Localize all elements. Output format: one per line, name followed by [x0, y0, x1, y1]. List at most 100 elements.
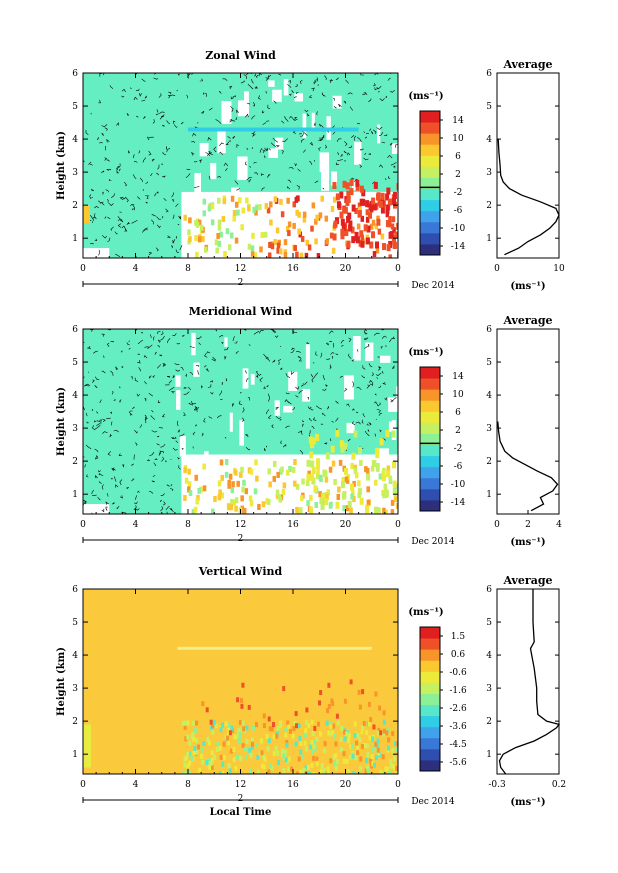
data-cell [379, 200, 384, 208]
data-cell [372, 724, 376, 730]
data-cell [327, 730, 331, 736]
data-cell [391, 763, 395, 769]
data-cell [249, 500, 254, 507]
data-cell [260, 232, 264, 239]
data-cell [329, 758, 333, 764]
data-cell [351, 750, 355, 756]
data-cell [382, 719, 386, 725]
data-cell [232, 747, 236, 753]
data-cell [210, 757, 214, 763]
colorbar-swatch [420, 144, 440, 156]
data-cell [377, 228, 382, 235]
data-cell [327, 703, 331, 709]
data-cell [188, 127, 359, 132]
data-cell [276, 242, 281, 249]
average-profile-line [497, 421, 559, 512]
data-cell [352, 496, 356, 503]
data-cell [232, 499, 237, 506]
data-cell [380, 233, 385, 240]
data-cell [365, 467, 370, 474]
data-cell [396, 724, 398, 730]
data-cell [253, 488, 258, 495]
data-cell [349, 744, 353, 750]
data-cell [386, 465, 391, 472]
avg-y-tick-label: 1 [486, 750, 492, 760]
data-cell [318, 212, 323, 219]
data-cell [359, 497, 364, 505]
data-cell [237, 730, 241, 736]
data-cell [197, 219, 202, 226]
data-cell [188, 760, 192, 766]
data-cell [351, 204, 356, 212]
data-cell [242, 479, 246, 486]
data-cell [382, 728, 386, 734]
data-cell [255, 204, 259, 211]
data-cell [387, 737, 391, 743]
colorbar-swatch [420, 499, 440, 512]
data-cell [238, 197, 242, 204]
gap-cell [306, 192, 315, 207]
data-cell [325, 494, 329, 501]
data-cell [201, 701, 205, 707]
data-cell [276, 725, 280, 731]
data-cell [228, 473, 233, 480]
data-cell [324, 215, 329, 222]
data-cell [318, 731, 322, 737]
data-cell [333, 220, 338, 228]
data-cell [224, 721, 228, 727]
data-cell [377, 727, 381, 733]
data-cell [351, 753, 355, 759]
data-cell [335, 713, 339, 719]
data-cell [353, 732, 357, 738]
data-cell [206, 736, 210, 742]
gap-cell [388, 421, 394, 432]
data-cell [343, 698, 347, 704]
data-cell [247, 243, 252, 250]
data-cell [293, 244, 297, 251]
avg-unit-label: (ms⁻¹) [510, 537, 545, 548]
colorbar-swatch [420, 693, 440, 706]
data-cell [315, 462, 320, 470]
gap-cell [221, 101, 232, 124]
data-cell [320, 763, 324, 769]
data-cell [285, 226, 290, 233]
data-cell [338, 459, 343, 466]
data-cell [284, 727, 288, 733]
data-cell [355, 179, 360, 187]
gap-cell [302, 389, 311, 402]
data-cell [283, 251, 288, 258]
data-cell [282, 767, 286, 773]
data-cell [219, 754, 223, 760]
data-cell [376, 218, 381, 226]
data-cell [376, 738, 380, 744]
data-cell [335, 501, 340, 509]
data-cell [239, 471, 243, 478]
colorbar-unit: (ms⁻¹) [408, 607, 443, 618]
data-cell [278, 248, 283, 255]
y-tick-label: 3 [72, 684, 78, 694]
colorbar-frame [419, 110, 441, 256]
data-cell [194, 749, 198, 755]
data-cell [315, 214, 319, 221]
data-cell [352, 771, 356, 774]
data-cell [295, 251, 299, 258]
gap-cell [365, 342, 374, 361]
data-cell [286, 720, 290, 726]
data-cell [309, 451, 314, 459]
data-cell [230, 487, 235, 494]
data-cell [243, 746, 247, 752]
avg-y-tick-label: 4 [486, 135, 492, 145]
data-cell [340, 725, 344, 731]
y-tick-label: 6 [72, 69, 78, 79]
colorbar-tick-label: -6 [454, 462, 463, 472]
colorbar-tick-label: -4.5 [449, 740, 467, 750]
data-cell [374, 741, 378, 747]
x-tick-label: 16 [287, 264, 299, 274]
data-cell [267, 498, 271, 505]
y-axis-label: Height (km) [56, 387, 67, 456]
data-cell [375, 247, 380, 254]
data-cell [226, 740, 230, 746]
data-cell [357, 492, 361, 499]
average-title: Average [502, 314, 552, 327]
